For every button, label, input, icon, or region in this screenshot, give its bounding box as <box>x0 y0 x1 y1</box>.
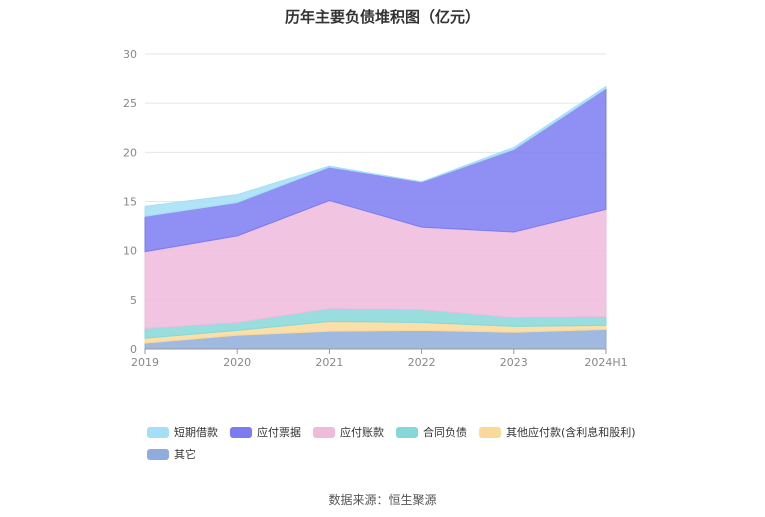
legend-label: 其它 <box>174 448 196 461</box>
legend-item[interactable]: 合同负债 <box>396 424 467 440</box>
legend-label: 应付票据 <box>257 426 301 439</box>
y-tick-label: 20 <box>123 146 137 159</box>
area-series <box>144 85 607 350</box>
legend: 短期借款 应付票据 应付账款 合同负债 其他应付款(含利息和股利) 其它 <box>147 424 647 462</box>
x-tick-label: 2022 <box>408 356 436 369</box>
legend-label: 短期借款 <box>174 426 218 439</box>
legend-item[interactable]: 其它 <box>147 446 196 462</box>
x-tick-label: 2020 <box>223 356 251 369</box>
legend-swatch <box>479 426 501 438</box>
y-tick-label: 25 <box>123 97 137 110</box>
legend-label: 应付账款 <box>340 426 384 439</box>
legend-swatch <box>230 426 252 438</box>
y-tick-label: 30 <box>123 48 137 61</box>
legend-swatch <box>396 426 418 438</box>
x-tick-label: 2021 <box>315 356 343 369</box>
y-tick-label: 5 <box>130 294 137 307</box>
legend-item[interactable]: 其他应付款(含利息和股利) <box>479 424 636 440</box>
legend-swatch <box>147 448 169 460</box>
legend-item[interactable]: 应付账款 <box>313 424 384 440</box>
axes: 0 5 10 15 20 25 30 2019 2020 2021 2022 2023 2024H1 <box>123 48 628 369</box>
y-tick-label: 10 <box>123 245 137 258</box>
source-note: 数据来源：恒生聚源 <box>328 493 437 507</box>
legend-label: 其他应付款(含利息和股利) <box>506 426 636 439</box>
x-tick-label: 2024H1 <box>584 356 627 369</box>
x-tick-label: 2023 <box>500 356 528 369</box>
legend-swatch <box>313 426 335 438</box>
x-tick-label: 2019 <box>131 356 159 369</box>
y-tick-label: 15 <box>123 196 137 209</box>
legend-swatch <box>147 426 169 438</box>
chart-title: 历年主要负债堆积图（亿元） <box>284 8 480 26</box>
legend-label: 合同负债 <box>423 426 467 439</box>
area-series-短期借款 <box>144 85 607 217</box>
y-tick-label: 0 <box>130 343 137 356</box>
legend-item[interactable]: 应付票据 <box>230 424 301 440</box>
legend-item[interactable]: 短期借款 <box>147 424 218 440</box>
